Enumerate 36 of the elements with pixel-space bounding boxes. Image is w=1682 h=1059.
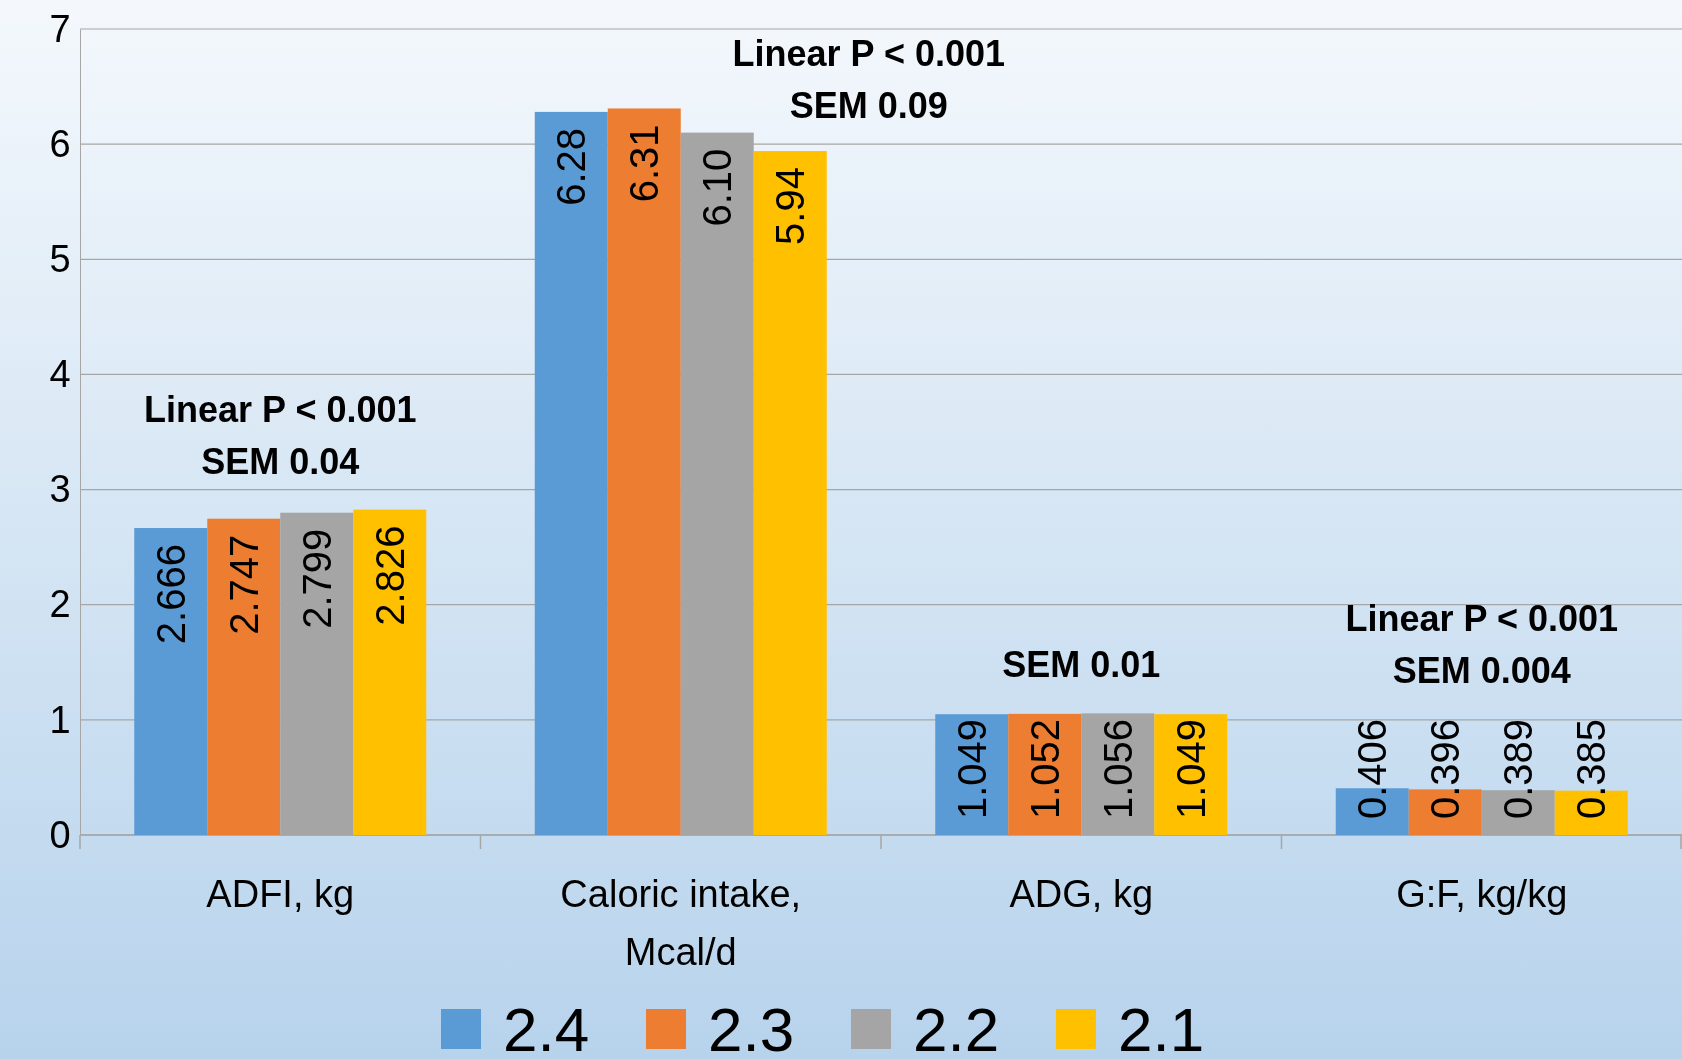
x-tick-label: ADG, kg	[1009, 873, 1154, 915]
annotation: Linear P < 0.001 SEM 0.09	[732, 33, 1006, 126]
x-tick-label: G:F, kg/kg	[1396, 873, 1568, 915]
legend-label: 2.2	[913, 995, 1000, 1059]
annotation: SEM 0.01	[1002, 644, 1161, 686]
y-tick-label: 1	[49, 698, 71, 741]
y-tick-label: 5	[49, 237, 71, 280]
data-label: 0.389	[1496, 718, 1541, 819]
legend-label: 2.1	[1118, 995, 1205, 1059]
data-label: 6.31	[622, 124, 667, 203]
data-label: 2.747	[221, 534, 266, 635]
y-tick-label: 3	[49, 468, 71, 511]
y-tick-label: 7	[49, 7, 71, 50]
y-tick-label: 2	[49, 583, 71, 626]
data-label: 0.385	[1569, 718, 1614, 819]
y-tick-label: 4	[49, 353, 71, 396]
data-label: 6.10	[695, 148, 740, 227]
data-label: 0.396	[1423, 718, 1468, 819]
annotation: Linear P < 0.001 SEM 0.004	[1345, 597, 1619, 691]
data-label: 2.826	[367, 525, 412, 626]
data-label: 1.056	[1095, 718, 1140, 819]
annotation: Linear P < 0.001 SEM 0.04	[143, 388, 417, 482]
data-label: 6.28	[549, 127, 594, 206]
data-label: 0.406	[1350, 718, 1395, 819]
legend-label: 2.4	[503, 995, 590, 1059]
data-label: 2.799	[294, 528, 339, 629]
y-tick-label: 6	[49, 122, 71, 165]
data-label: 1.049	[949, 718, 994, 819]
y-tick-label: 0	[49, 813, 71, 856]
legend-label: 2.3	[708, 995, 795, 1059]
data-label: 2.666	[148, 544, 193, 645]
data-label: 1.052	[1022, 718, 1067, 819]
data-label: 5.94	[768, 167, 813, 245]
x-tick-label: ADFI, kg	[206, 873, 355, 915]
data-label: 1.049	[1168, 718, 1213, 819]
x-tick-label: Caloric intake, Mcal/d	[560, 873, 802, 973]
